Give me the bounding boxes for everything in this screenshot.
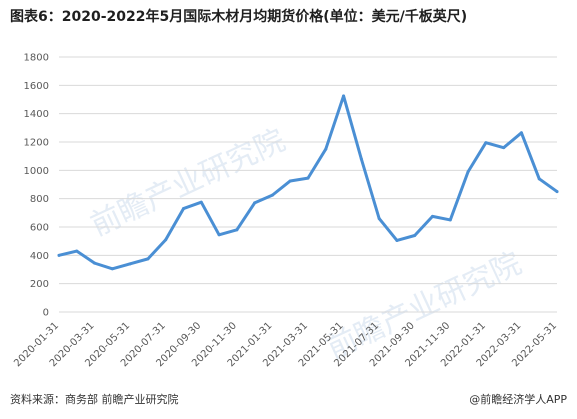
data-point-2020-05-31 xyxy=(128,262,132,266)
data-point-2021-05-31 xyxy=(342,94,346,98)
data-point-2022-02-28 xyxy=(502,146,506,150)
series-line-0 xyxy=(57,94,559,271)
data-point-2020-09-30 xyxy=(199,200,203,204)
data-point-2020-11-30 xyxy=(235,228,239,232)
y-tick-label-0: 0 xyxy=(43,308,49,319)
data-point-2021-08-31 xyxy=(395,238,399,242)
data-point-2021-10-31 xyxy=(431,214,434,218)
data-point-2020-07-31 xyxy=(164,238,168,242)
data-point-2021-09-30 xyxy=(413,234,417,237)
data-point-2022-03-31 xyxy=(519,131,523,135)
data-point-2021-04-30 xyxy=(324,147,328,151)
y-tick-label-1400: 1400 xyxy=(24,109,49,120)
data-point-2020-06-30 xyxy=(146,257,150,261)
y-tick-label-1000: 1000 xyxy=(24,166,49,177)
y-tick-label-1800: 1800 xyxy=(24,53,49,64)
y-tick-label-600: 600 xyxy=(30,223,49,234)
brand-note: @前瞻经济学人APP xyxy=(469,393,567,406)
data-point-2021-12-31 xyxy=(466,170,470,174)
y-tick-label-400: 400 xyxy=(30,251,49,262)
data-point-2021-01-31 xyxy=(270,193,274,197)
data-point-2020-02-29 xyxy=(75,249,79,253)
y-tick-label-200: 200 xyxy=(30,279,49,290)
y-tick-label-800: 800 xyxy=(30,194,49,205)
data-point-2021-02-28 xyxy=(288,179,292,183)
data-point-2020-04-30 xyxy=(110,267,114,271)
data-point-2020-01-31 xyxy=(57,253,61,257)
data-point-2022-01-31 xyxy=(484,141,488,145)
data-point-2021-11-30 xyxy=(448,218,452,222)
data-point-2020-10-31 xyxy=(217,233,221,237)
y-tick-label-1200: 1200 xyxy=(24,138,49,149)
data-point-2021-07-31 xyxy=(377,217,381,220)
source-note: 资料来源：商务部 前瞻产业研究院 xyxy=(10,393,179,406)
data-point-2020-03-31 xyxy=(93,261,97,265)
data-point-2022-04-30 xyxy=(537,177,541,181)
data-point-2020-08-31 xyxy=(182,207,185,211)
data-point-2022-05-31 xyxy=(555,190,559,194)
data-point-2021-06-30 xyxy=(359,157,363,161)
data-point-2020-12-31 xyxy=(253,201,257,205)
data-point-2021-03-31 xyxy=(306,176,310,180)
y-tick-label-1600: 1600 xyxy=(24,81,49,92)
chart-title: 图表6：2020-2022年5月国际木材月均期货价格(单位：美元/千板英尺) xyxy=(10,9,468,25)
